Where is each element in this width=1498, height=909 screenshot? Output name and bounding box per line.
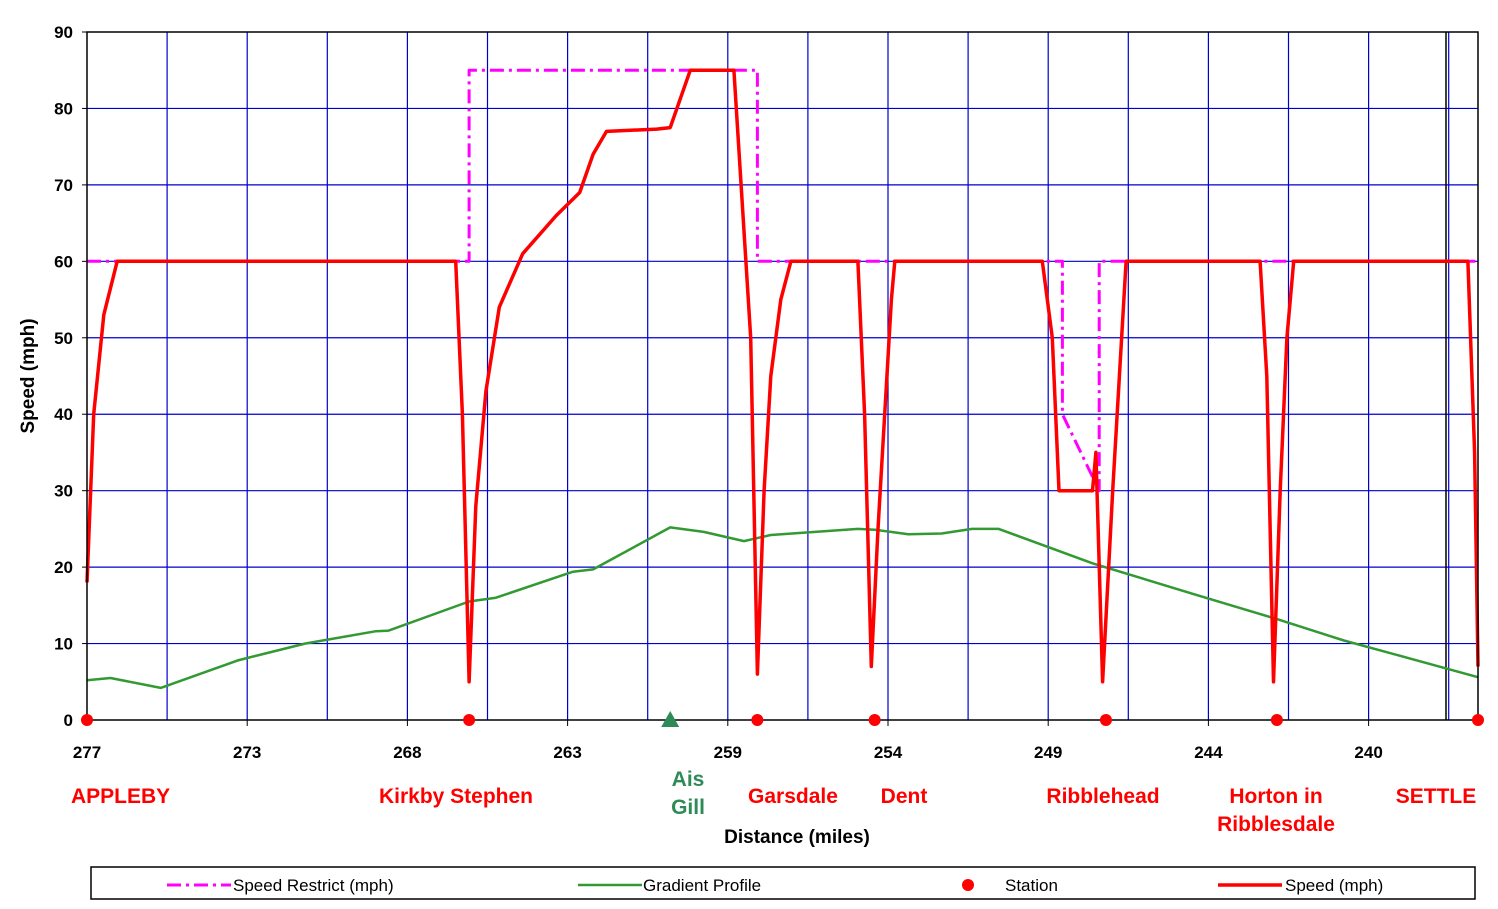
station-marker: [463, 714, 476, 726]
legend: Speed Restrict (mph) Gradient Profile Stat…: [90, 866, 1476, 900]
legend-label: Gradient Profile: [643, 876, 761, 895]
y-tick-label: 0: [64, 711, 73, 730]
y-tick-label: 40: [54, 405, 73, 424]
gradient-profile-line: [86, 526, 1479, 690]
y-tick-label: 20: [54, 558, 73, 577]
station-name-label: Garsdale: [748, 785, 838, 808]
legend-label: Speed (mph): [1285, 876, 1383, 895]
station-marker: [1270, 714, 1283, 726]
series-layer: [85, 68, 1480, 690]
speed-mph-line: [85, 68, 1480, 684]
y-tick-label: 70: [54, 176, 73, 195]
x-tick-label: 277: [73, 743, 101, 762]
x-tick-label: 273: [233, 743, 261, 762]
y-tick-label: 30: [54, 482, 73, 501]
legend-label: Station: [1005, 876, 1058, 895]
legend-frame: [90, 866, 1476, 900]
x-tick-label: 244: [1194, 743, 1223, 762]
station-marker: [751, 714, 764, 726]
station-name-label: Ais Gill: [671, 768, 705, 819]
summit-marker: [661, 711, 680, 727]
y-tick-label: 50: [54, 329, 73, 348]
x-tick-label: 259: [714, 743, 742, 762]
station-marker: [868, 714, 881, 726]
x-tick-label: 249: [1034, 743, 1062, 762]
x-tick-label: 240: [1354, 743, 1382, 762]
station-marker: [1099, 714, 1112, 726]
x-tick-label: 263: [553, 743, 581, 762]
station-name-label: APPLEBY: [71, 785, 170, 808]
station-name-label: Dent: [881, 785, 928, 808]
station-name-label: Ribblehead: [1046, 785, 1159, 808]
y-tick-label: 10: [54, 635, 73, 654]
station-marker: [1472, 714, 1484, 726]
station-name-label: Kirkby Stephen: [379, 785, 533, 808]
legend-marker: [962, 879, 974, 891]
y-tick-label: 90: [54, 23, 73, 42]
plot-frame: [86, 31, 1479, 721]
y-tick-label: 60: [54, 252, 73, 271]
y-axis-ticks: 0 10 20 30 40 50 60 70 80 90: [54, 23, 87, 730]
x-tick-label: 254: [874, 743, 903, 762]
station-name-label: Horton in Ribblesdale: [1217, 785, 1335, 836]
station-names: APPLEBY Kirkby Stephen Ais Gill Garsdale Dent…: [71, 768, 1476, 836]
speed-restrict-mph-line: [87, 68, 1478, 493]
y-tick-label: 80: [54, 99, 73, 118]
y-axis-title: Speed (mph): [18, 318, 39, 433]
x-tick-label: 268: [393, 743, 421, 762]
x-axis-ticks: 277 273 268 263 259 254 249 244 240: [73, 720, 1383, 762]
x-axis-title: Distance (miles): [724, 827, 870, 848]
station-name-label: SETTLE: [1396, 785, 1477, 808]
station-marker: [81, 714, 93, 726]
legend-label: Speed Restrict (mph): [233, 876, 394, 895]
station-markers: [81, 711, 1484, 727]
